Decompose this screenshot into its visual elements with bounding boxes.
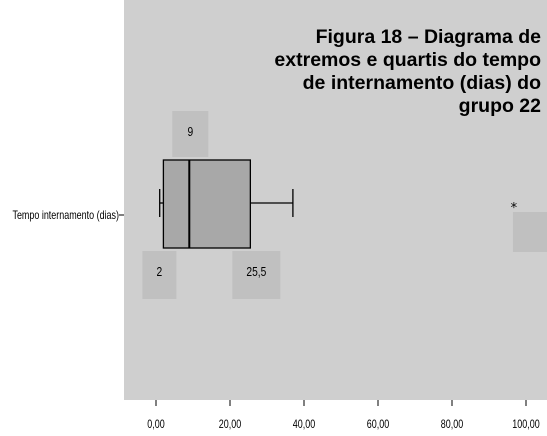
x-tick-label: 0,00 (147, 419, 165, 431)
title-line-1: Figura 18 – Diagrama de (315, 26, 541, 48)
annotation-label-q1: 2 (157, 266, 163, 279)
x-tick-label: 20,00 (219, 419, 242, 431)
label-patch-median (172, 111, 209, 157)
outlier-marker: * (511, 201, 518, 216)
x-tick-label: 80,00 (441, 419, 464, 431)
annotation-label-q3: 25,5 (246, 266, 266, 279)
x-axis-ticks: 0,00 20,00 40,00 60,00 80,00 100,00 (147, 400, 540, 431)
x-tick-label: 100,00 (512, 419, 540, 431)
box-group: * (159, 159, 518, 249)
label-patch-q3 (232, 251, 281, 299)
outlier-patch (512, 212, 547, 252)
title-line-2: extremos e quartis do tempo (274, 49, 541, 71)
x-tick-label: 60,00 (367, 419, 390, 431)
label-patch-q1 (142, 251, 177, 299)
value-label-patches: 9 2 25,5 (142, 111, 547, 299)
annotation-label-median: 9 (187, 126, 193, 139)
chart-title: Figura 18 – Diagrama de extremos e quart… (131, 26, 541, 118)
category-label: Tempo internamento (dias) (12, 210, 119, 222)
box-iqr (162, 159, 251, 249)
x-tick-label: 40,00 (293, 419, 316, 431)
title-line-3: de internamento (dias) do (302, 72, 541, 94)
title-line-4: grupo 22 (458, 95, 541, 117)
